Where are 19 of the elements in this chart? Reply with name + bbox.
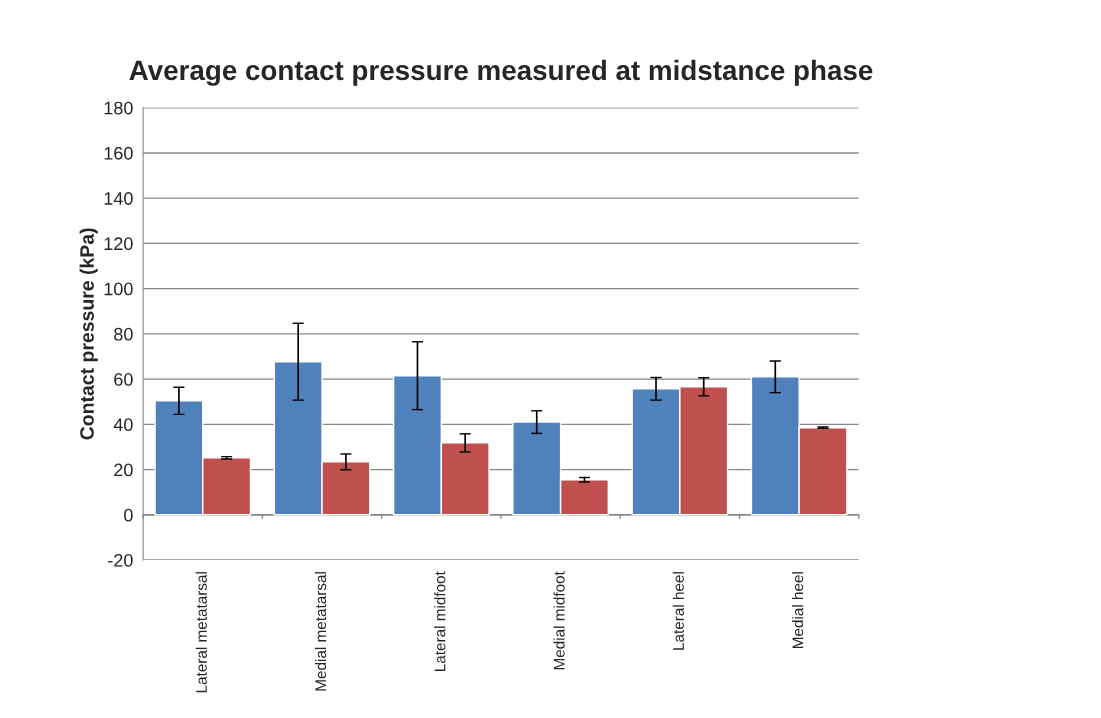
y-tick-label: 40 — [113, 418, 133, 432]
y-tick-label: 60 — [114, 373, 133, 386]
y-tick-label: 120 — [104, 237, 133, 251]
x-tick-label: Lateral midfoot — [434, 571, 446, 671]
x-tick-label: Medial metatarsal — [314, 572, 327, 691]
x-tick-label: Medial midfoot — [553, 571, 565, 670]
y-tick-label: 80 — [114, 327, 133, 341]
y-tick-label: -20 — [108, 553, 133, 567]
y-tick-label: 140 — [104, 192, 133, 205]
x-tick-label: Lateral metatarsal — [195, 572, 207, 693]
y-tick-label: 100 — [104, 282, 133, 296]
x-tick-label: Lateral heel — [672, 572, 684, 650]
y-tick-label: 20 — [114, 463, 133, 477]
x-tick-label: Medial heel — [792, 572, 804, 649]
y-tick-label: 180 — [104, 101, 133, 115]
y-axis-title: Contact pressure (kPa) — [79, 228, 98, 440]
chart-title: Average contact pressure measured at midstance phase — [129, 59, 873, 86]
y-tick-label: 160 — [104, 146, 133, 160]
y-tick-label: 0 — [124, 508, 133, 522]
